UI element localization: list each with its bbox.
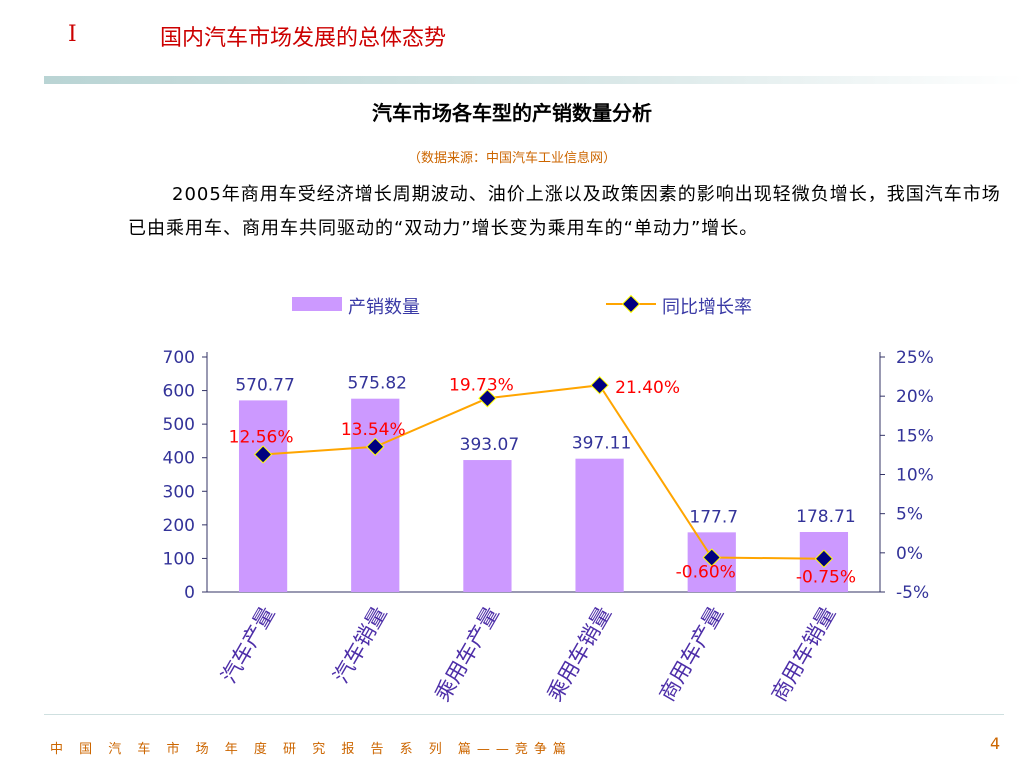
right-tick-label: 5% [896,505,923,525]
bar [575,458,624,592]
bar-value-label: 397.11 [572,434,631,454]
section-number: I [68,22,77,47]
data-source-note: （数据来源：中国汽车工业信息网） [407,151,616,166]
left-tick-label: 500 [163,415,195,435]
left-tick-label: 100 [163,549,195,569]
bar-value-label: 570.77 [235,375,294,395]
legend-marker-icon [621,294,641,314]
legend-bar-swatch [292,297,342,311]
right-tick-label: 25% [896,348,934,368]
category-label: 乘用车销量 [543,603,616,706]
category-label: 商用车销量 [767,603,840,706]
category-label: 汽车产量 [217,603,280,688]
category-label: 商用车产量 [655,603,728,706]
right-tick-label: 20% [896,387,934,407]
rate-value-label: 19.73% [449,375,514,395]
right-tick-label: 10% [896,466,934,486]
category-label: 汽车销量 [329,603,392,688]
footer-divider [44,714,1004,715]
left-tick-label: 200 [163,516,195,536]
bar [238,400,288,592]
bar-value-label: 393.07 [460,435,519,455]
bar [463,460,512,592]
bar-value-label: 177.7 [689,507,738,527]
rate-marker [702,548,721,567]
right-tick-label: 0% [896,544,923,564]
right-tick-label: 15% [896,426,934,446]
bar-value-label: 575.82 [348,374,407,394]
growth-rate-line [263,384,824,560]
rate-value-label: 12.56% [229,427,294,447]
rate-marker [590,376,609,395]
legend-label-bar: 产销数量 [348,297,420,318]
rate-value-label: 13.54% [341,420,406,440]
left-tick-label: 400 [163,449,195,469]
right-tick-label: -5% [896,583,929,603]
rate-value-label: -0.75% [796,568,856,588]
rate-marker [366,437,385,456]
rate-marker [253,445,273,464]
rate-marker [478,389,497,408]
footer-text: 中 国 汽 车 市 场 年 度 研 究 报 告 系 列 篇——竞争篇 [50,742,572,757]
bar-value-label: 178.71 [796,507,855,527]
chart-legend: 产销数量 同比增长率 [292,294,752,318]
left-tick-label: 700 [163,348,195,368]
body-paragraph: 2005年商用车受经济增长周期波动、油价上涨以及政策因素的影响出现轻微负增长，我… [128,184,1001,239]
left-tick-label: 0 [184,583,195,603]
left-tick-label: 300 [163,482,195,502]
bar [351,398,400,592]
page-number: 4 [990,734,1001,753]
category-label: 乘用车产量 [430,603,503,706]
rate-marker [814,549,834,568]
header-divider [44,76,1024,84]
rate-value-label: -0.60% [676,563,736,583]
combo-chart: 产销数量 同比增长率 0 100 200 300 400 500 600 700 -5% 0% 5… [163,294,934,706]
slide-title: 汽车市场各车型的产销数量分析 [372,101,652,125]
left-tick-label: 600 [163,382,195,402]
rate-value-label: 21.40% [615,378,680,398]
section-title: 国内汽车市场发展的总体态势 [160,26,447,51]
legend-label-line: 同比增长率 [662,297,752,318]
